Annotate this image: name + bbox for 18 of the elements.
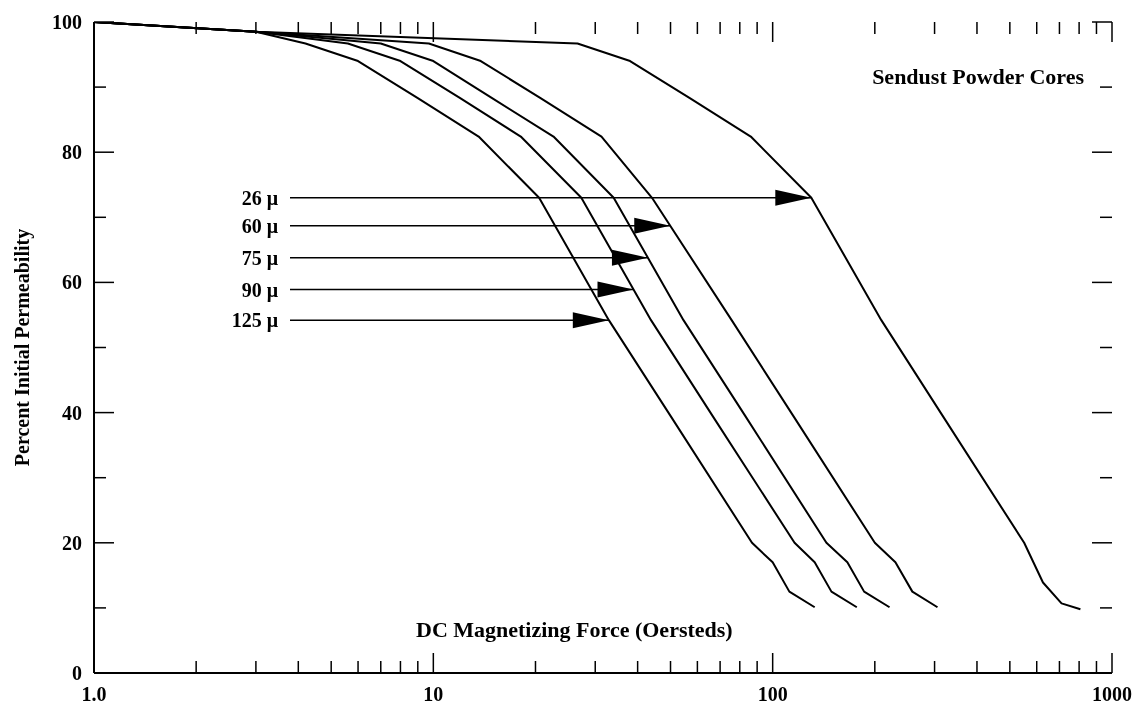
y-tick-label: 40 bbox=[62, 401, 82, 424]
x-tick-label: 10 bbox=[423, 683, 444, 705]
annotation: 90 μ bbox=[241, 278, 279, 302]
y-tick-label: 100 bbox=[52, 11, 82, 33]
annotation: 60 μ bbox=[241, 214, 279, 238]
y-tick-label: 80 bbox=[62, 141, 82, 164]
y-tick-label: 20 bbox=[62, 531, 82, 554]
y-axis-title: Percent Initial Permeability bbox=[11, 228, 35, 467]
y-tick-label: 60 bbox=[62, 271, 82, 294]
x-axis-title: DC Magnetizing Force (Oersteds) bbox=[416, 617, 733, 643]
annotation: 26 μ bbox=[241, 186, 279, 210]
annotation: 125 μ bbox=[231, 309, 279, 333]
text: Sendust Powder Cores bbox=[872, 64, 1084, 90]
x-tick-label: 1.0 bbox=[81, 683, 107, 705]
annotation: 75 μ bbox=[241, 246, 279, 270]
x-tick-label: 100 bbox=[757, 683, 788, 705]
x-tick-label: 1000 bbox=[1092, 683, 1132, 705]
y-tick-label: 0 bbox=[72, 662, 82, 684]
